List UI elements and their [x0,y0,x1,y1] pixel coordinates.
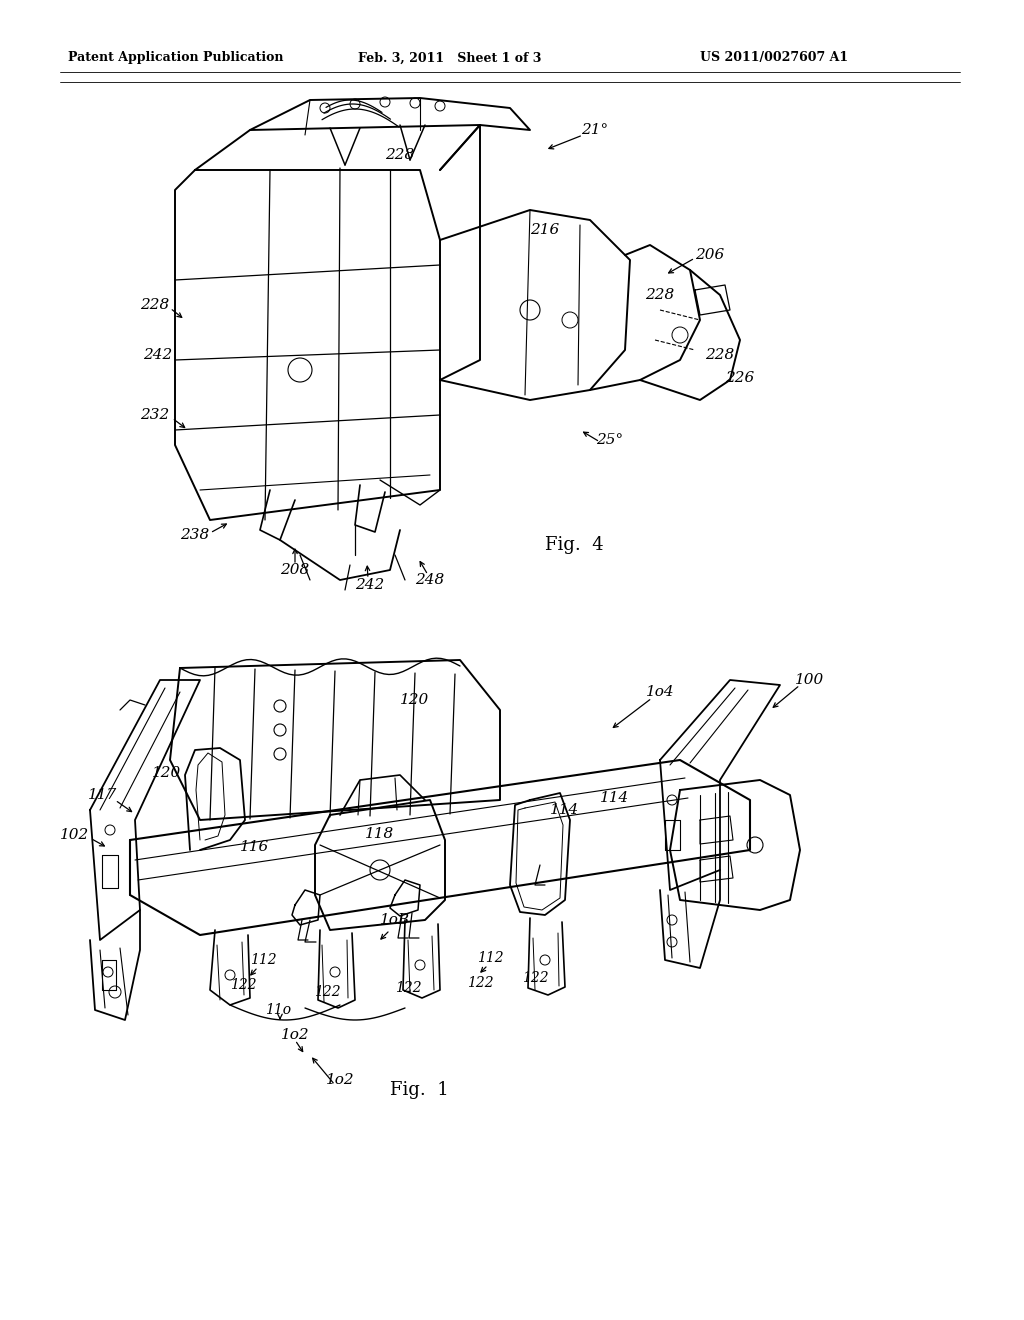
Text: 11o: 11o [265,1003,291,1016]
Text: 120: 120 [153,766,181,780]
Text: US 2011/0027607 A1: US 2011/0027607 A1 [700,51,848,65]
Text: Feb. 3, 2011   Sheet 1 of 3: Feb. 3, 2011 Sheet 1 of 3 [358,51,542,65]
Text: 228: 228 [140,298,170,312]
Text: 206: 206 [695,248,725,261]
Text: 238: 238 [180,528,210,543]
Text: 25°: 25° [596,433,624,447]
Text: 102: 102 [60,828,90,842]
Text: 112: 112 [477,950,504,965]
Text: 122: 122 [229,978,256,993]
Text: 242: 242 [355,578,385,591]
Text: Patent Application Publication: Patent Application Publication [68,51,284,65]
Text: 228: 228 [706,348,734,362]
Text: 208: 208 [281,564,309,577]
Text: 118: 118 [366,828,394,841]
Text: 100: 100 [796,673,824,686]
Text: 1o2: 1o2 [281,1028,309,1041]
Text: 228: 228 [645,288,675,302]
Text: 1o4: 1o4 [646,685,675,700]
Text: 232: 232 [140,408,170,422]
Text: Fig.  4: Fig. 4 [545,536,603,554]
Text: 242: 242 [143,348,173,362]
Text: 216: 216 [530,223,560,238]
Text: 122: 122 [313,985,340,999]
Text: 116: 116 [241,840,269,854]
Text: 114: 114 [600,791,630,805]
Text: 122: 122 [467,975,494,990]
Text: 21°: 21° [582,123,608,137]
Text: 114: 114 [550,803,580,817]
Text: 228: 228 [385,148,415,162]
Text: 122: 122 [521,972,548,985]
Text: Fig.  1: Fig. 1 [390,1081,449,1100]
Text: 120: 120 [400,693,430,708]
Text: 1o2: 1o2 [326,1073,354,1086]
Text: 248: 248 [416,573,444,587]
Text: 117: 117 [88,788,118,803]
Text: 112: 112 [250,953,276,968]
Text: 226: 226 [725,371,755,385]
Text: 122: 122 [394,981,421,995]
Text: 1oB: 1oB [380,913,410,927]
